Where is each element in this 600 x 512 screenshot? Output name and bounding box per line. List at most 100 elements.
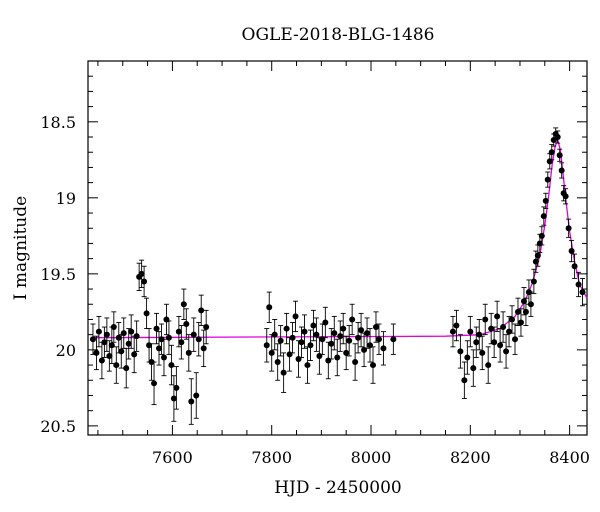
- x-axis-label: HJD - 2450000: [274, 478, 402, 498]
- model-curve: [92, 138, 588, 339]
- data-point: [331, 330, 338, 337]
- data-point: [128, 328, 135, 335]
- data-point: [283, 325, 290, 332]
- data-point: [497, 342, 504, 349]
- data-point: [355, 334, 362, 341]
- data-point: [277, 337, 284, 344]
- data-point: [168, 362, 175, 369]
- data-point: [198, 307, 205, 314]
- data-point: [292, 313, 299, 320]
- data-point: [361, 346, 368, 353]
- data-point: [120, 330, 127, 337]
- data-point: [268, 349, 275, 356]
- data-point: [180, 301, 187, 308]
- data-point: [370, 362, 377, 369]
- data-point: [131, 351, 138, 358]
- data-point: [141, 278, 148, 285]
- data-point: [106, 352, 113, 359]
- data-point: [568, 248, 575, 255]
- data-point: [375, 336, 382, 343]
- data-point: [200, 345, 207, 352]
- data-point: [307, 342, 314, 349]
- data-point: [322, 319, 329, 326]
- data-point: [263, 342, 270, 349]
- x-tick-label: 8000: [351, 448, 392, 467]
- data-point: [530, 278, 537, 285]
- data-point: [491, 339, 498, 346]
- data-point: [295, 355, 302, 362]
- y-tick-label: 19: [56, 189, 76, 208]
- model-curve-layer: [92, 138, 588, 339]
- data-point: [534, 252, 541, 259]
- data-point: [349, 316, 356, 323]
- data-point: [479, 349, 486, 356]
- data-point: [115, 334, 122, 341]
- data-point: [364, 330, 371, 337]
- data-point: [473, 339, 480, 346]
- data-point: [467, 328, 474, 335]
- data-point: [173, 384, 180, 391]
- data-point: [579, 289, 586, 296]
- data-point: [118, 348, 125, 355]
- data-point: [372, 324, 379, 331]
- data-point: [520, 298, 527, 305]
- data-point: [517, 319, 524, 326]
- data-point: [544, 176, 551, 183]
- data-point: [494, 313, 501, 320]
- data-point: [532, 258, 539, 265]
- data-point: [188, 398, 195, 405]
- data-point: [500, 324, 507, 331]
- data-point: [565, 225, 572, 232]
- data-point: [170, 395, 177, 402]
- data-point: [110, 324, 117, 331]
- data-point: [461, 377, 468, 384]
- data-point: [153, 325, 160, 332]
- data-point: [464, 354, 471, 361]
- data-point: [346, 337, 353, 344]
- x-tick-label: 7600: [152, 448, 193, 467]
- data-point: [540, 213, 547, 220]
- data-point: [103, 331, 110, 338]
- data-point: [482, 316, 489, 323]
- data-point: [485, 362, 492, 369]
- data-point: [488, 325, 495, 332]
- data-point: [449, 328, 456, 335]
- data-points-layer: [89, 127, 586, 425]
- data-point: [457, 348, 464, 355]
- x-tick-label: 8200: [450, 448, 491, 467]
- data-point: [538, 232, 545, 239]
- data-point: [123, 365, 130, 372]
- data-point: [542, 197, 549, 204]
- data-point: [271, 331, 278, 338]
- data-point: [522, 308, 529, 315]
- data-point: [185, 349, 192, 356]
- data-point: [380, 345, 387, 352]
- data-point: [476, 331, 483, 338]
- data-point: [367, 342, 374, 349]
- data-point: [274, 359, 281, 366]
- data-point: [503, 348, 510, 355]
- data-point: [266, 304, 273, 311]
- data-point: [280, 369, 287, 376]
- data-point: [310, 322, 317, 329]
- data-point: [101, 339, 108, 346]
- x-axis-ticks: 7600 7800 8000 8200 8400: [97, 61, 590, 467]
- data-point: [328, 340, 335, 347]
- data-point: [193, 392, 200, 399]
- data-point: [156, 345, 163, 352]
- data-point: [143, 310, 150, 317]
- data-point: [506, 328, 513, 335]
- data-point: [558, 167, 565, 174]
- data-point: [98, 357, 105, 364]
- data-point: [358, 327, 365, 334]
- data-point: [390, 336, 397, 343]
- data-point: [352, 359, 359, 366]
- data-point: [89, 336, 96, 343]
- data-point: [571, 263, 578, 270]
- y-tick-label: 19.5: [40, 265, 76, 284]
- y-tick-label: 18.5: [40, 113, 76, 132]
- data-point: [175, 328, 182, 335]
- data-point: [108, 342, 115, 349]
- data-point: [183, 321, 190, 328]
- data-point: [178, 339, 185, 346]
